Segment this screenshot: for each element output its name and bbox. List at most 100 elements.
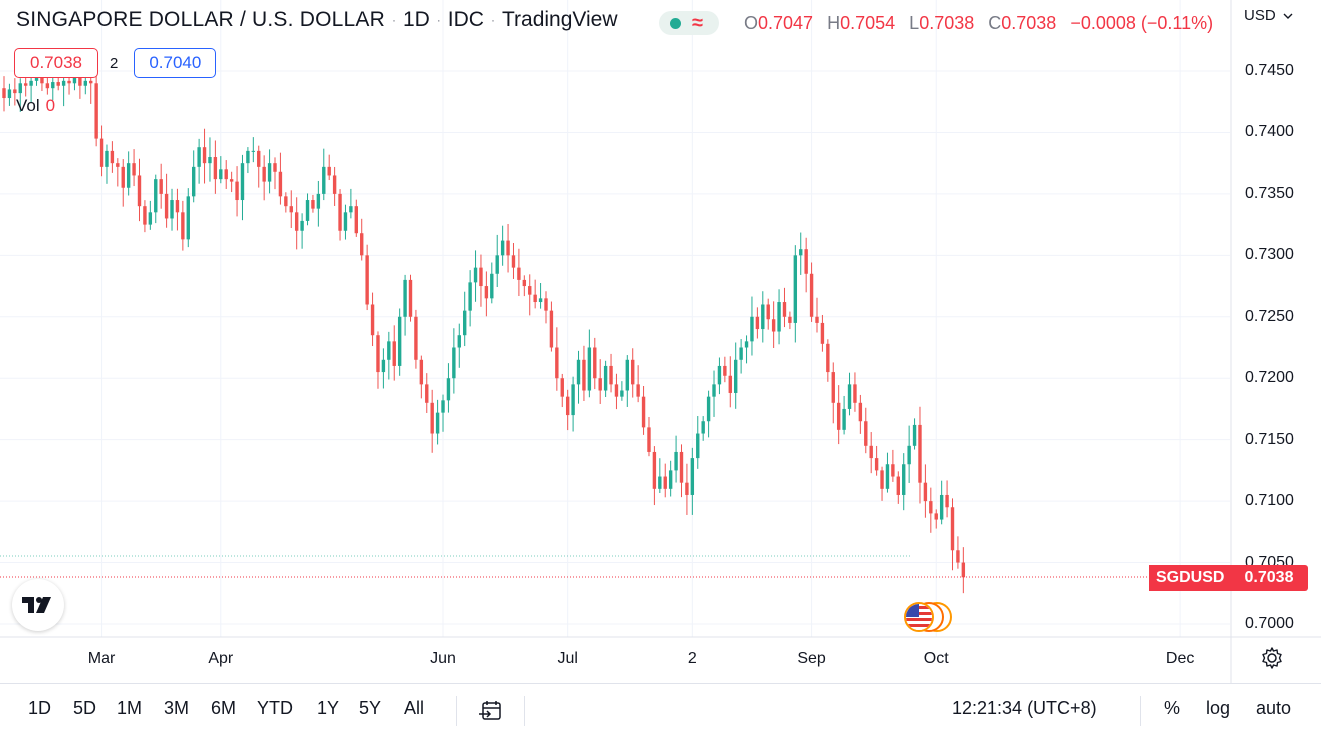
clock-timezone-button[interactable]: 12:21:34 (UTC+8) <box>952 698 1097 718</box>
symbol-price-tag: SGDUSD <box>1149 565 1232 591</box>
candle-body <box>110 150 115 164</box>
quote-panel: 0.7038 2 0.7040 <box>14 48 217 78</box>
x-axis-tick-label: Oct <box>923 650 949 667</box>
candle-body <box>815 316 819 323</box>
symbol-header[interactable]: SINGAPORE DOLLAR / U.S. DOLLAR · 1D · ID… <box>16 8 618 32</box>
candle-body <box>560 378 564 397</box>
candle-body <box>99 138 104 167</box>
economic-events[interactable] <box>904 602 958 634</box>
candle-body <box>175 200 180 213</box>
candle-body <box>262 166 266 182</box>
candle-body <box>766 304 770 320</box>
candle-body <box>777 302 781 332</box>
last-price-tag: 0.7038 <box>1230 565 1308 591</box>
candle-body <box>294 212 299 231</box>
candle-body <box>441 400 445 413</box>
candle-body <box>349 206 353 213</box>
y-axis-tick-label: 0.7100 <box>1245 492 1294 510</box>
market-status-pill[interactable]: ≈ <box>659 11 719 35</box>
candle-body <box>376 335 380 373</box>
candle-body <box>240 163 245 201</box>
low-value: 0.7038 <box>919 13 975 33</box>
candle-series <box>2 55 966 594</box>
candle-body <box>468 282 472 311</box>
candle-body <box>533 294 537 303</box>
spread-value: 2 <box>110 54 119 72</box>
economic-event-flag-icon[interactable] <box>904 602 934 632</box>
candle-body <box>929 501 933 514</box>
x-axis-tick-label: Jul <box>557 650 578 667</box>
candle-body <box>289 206 293 213</box>
candle-body <box>945 494 949 508</box>
buy-price-button[interactable]: 0.7040 <box>134 48 217 78</box>
interval-label[interactable]: 1D <box>402 8 430 31</box>
candle-body <box>641 396 646 428</box>
y-axis-tick-label: 0.7000 <box>1245 615 1294 632</box>
range-1m-button[interactable]: 1M <box>117 698 143 718</box>
y-axis-tick-label: 0.7300 <box>1245 246 1294 264</box>
y-axis-tick-label: 0.7450 <box>1245 62 1294 79</box>
candle-body <box>143 206 147 225</box>
candle-body <box>316 193 321 209</box>
range-3m-button[interactable]: 3M <box>164 698 190 718</box>
range-5y-button[interactable]: 5Y <box>359 698 382 718</box>
candle-body <box>549 310 554 348</box>
candle-body <box>771 319 776 332</box>
tradingview-logo-icon[interactable] <box>12 579 64 631</box>
candle-body <box>484 286 489 299</box>
currency-selector[interactable]: USD <box>1244 7 1293 24</box>
volume-value: 0 <box>45 96 56 115</box>
candle-body <box>874 458 879 471</box>
candle-body <box>305 200 310 221</box>
candle-body <box>186 196 190 240</box>
candle-body <box>609 365 613 385</box>
candle-body <box>419 359 424 385</box>
candle-body <box>34 77 39 81</box>
symbol-title[interactable]: SINGAPORE DOLLAR / U.S. DOLLAR <box>16 8 385 31</box>
sell-price-button[interactable]: 0.7038 <box>14 48 98 78</box>
candle-body <box>137 175 142 207</box>
candle-body <box>126 163 131 188</box>
candle-body <box>809 273 814 317</box>
candle-body <box>511 255 516 268</box>
candle-body <box>408 279 413 317</box>
range-1d-button[interactable]: 1D <box>28 698 52 718</box>
change-value: −0.0008 (−0.11%) <box>1070 13 1214 33</box>
candle-body <box>300 220 304 231</box>
candle-body <box>582 359 586 391</box>
volume-legend[interactable]: Vol 0 <box>16 96 55 116</box>
candle-body <box>576 359 581 385</box>
candle-body <box>939 494 944 520</box>
candle-body <box>728 375 732 393</box>
candle-body <box>598 378 602 391</box>
candle-body <box>961 562 966 578</box>
candle-body <box>61 80 66 86</box>
goto-date-icon[interactable] <box>478 698 504 724</box>
chart-grid <box>0 0 1230 637</box>
percent-scale-button[interactable]: % <box>1164 698 1181 718</box>
candle-body <box>2 88 6 99</box>
candle-body <box>197 147 201 167</box>
candle-body <box>132 163 136 176</box>
log-scale-button[interactable]: log <box>1206 698 1231 718</box>
range-1y-button[interactable]: 1Y <box>317 698 340 718</box>
candle-body <box>327 166 331 176</box>
candle-body <box>18 83 22 94</box>
candle-body <box>663 476 667 489</box>
price-chart[interactable] <box>0 0 1321 683</box>
candle-body <box>631 359 635 385</box>
auto-scale-button[interactable]: auto <box>1256 698 1292 718</box>
chart-settings-gear-icon[interactable] <box>1260 646 1284 670</box>
range-all-button[interactable]: All <box>404 698 425 718</box>
candle-body <box>213 157 218 180</box>
candle-body <box>880 470 884 489</box>
currency-label: USD <box>1244 7 1276 24</box>
candle-body <box>181 212 185 240</box>
range-ytd-button[interactable]: YTD <box>257 698 293 718</box>
range-5d-button[interactable]: 5D <box>73 698 97 718</box>
candle-body <box>918 424 922 483</box>
candle-body <box>392 341 396 366</box>
candle-body <box>538 298 543 303</box>
close-value: 0.7038 <box>1001 13 1057 33</box>
range-6m-button[interactable]: 6M <box>211 698 237 718</box>
